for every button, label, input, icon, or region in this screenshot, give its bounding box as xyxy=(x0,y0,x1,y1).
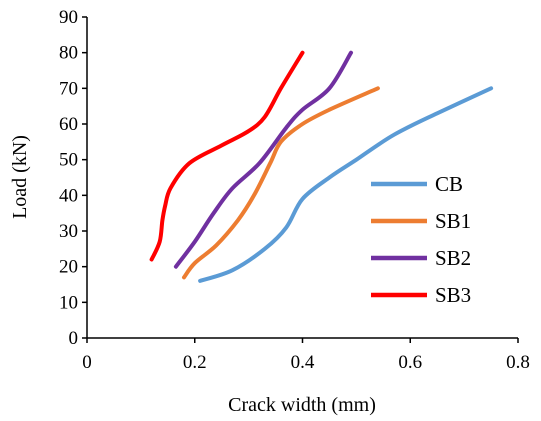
legend-label-sb3: SB3 xyxy=(435,283,471,307)
legend-label-cb: CB xyxy=(435,172,463,196)
x-tick-label: 0.4 xyxy=(291,352,315,373)
y-tick-label: 40 xyxy=(59,185,78,206)
series-line-sb3 xyxy=(149,50,305,262)
y-axis-title: Load (kN) xyxy=(9,135,31,219)
y-tick-label: 0 xyxy=(69,328,79,349)
y-tick-label: 50 xyxy=(59,150,78,171)
series-line-cb xyxy=(198,86,494,283)
y-axis-ticks: 0 10 20 30 40 50 60 70 80 90 xyxy=(59,7,87,349)
y-tick-label: 20 xyxy=(59,257,78,278)
y-tick-label: 60 xyxy=(59,114,78,135)
y-tick-label: 80 xyxy=(59,43,78,64)
y-tick-label: 70 xyxy=(59,78,78,99)
y-tick-label: 90 xyxy=(59,7,78,28)
series-line-sb2 xyxy=(173,50,353,269)
x-axis-ticks: 0 0.2 0.4 0.6 0.8 xyxy=(82,338,530,373)
x-tick-label: 0.6 xyxy=(398,352,422,373)
legend: CB SB1 SB2 SB3 xyxy=(371,172,471,307)
legend-label-sb2: SB2 xyxy=(435,246,471,270)
plot-lines xyxy=(149,50,494,283)
x-tick-label: 0 xyxy=(82,352,92,373)
y-tick-label: 30 xyxy=(59,221,78,242)
series-line-sb1 xyxy=(182,86,380,280)
x-axis-title: Crack width (mm) xyxy=(228,394,376,416)
x-tick-label: 0.8 xyxy=(506,352,530,373)
y-tick-label: 10 xyxy=(59,292,78,313)
legend-label-sb1: SB1 xyxy=(435,209,471,233)
x-tick-label: 0.2 xyxy=(183,352,207,373)
